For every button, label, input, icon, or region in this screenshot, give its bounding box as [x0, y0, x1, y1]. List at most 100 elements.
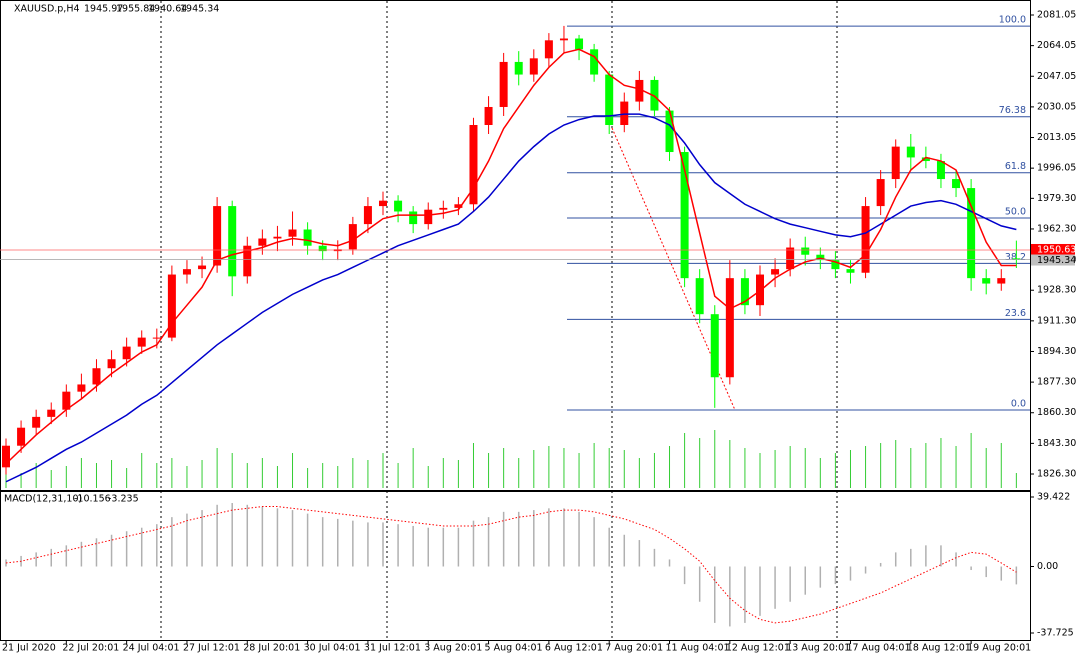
candle-body — [846, 269, 855, 273]
candle-body — [559, 38, 568, 41]
x-tick-label: 17 Aug 04:01 — [846, 643, 910, 654]
x-tick-label: 5 Aug 04:01 — [485, 643, 543, 654]
candle-body — [665, 110, 674, 153]
x-tick-label: 31 Jul 12:01 — [364, 643, 421, 654]
macd-main: -10.156 — [74, 494, 111, 505]
candle-body — [605, 74, 614, 125]
fib-label: 100.0 — [999, 15, 1026, 26]
candle-body — [484, 106, 493, 125]
header-open: 1945.97 — [84, 4, 123, 15]
candle-body — [997, 278, 1006, 284]
candle-body — [529, 58, 538, 75]
header-close: 1945.34 — [180, 4, 219, 15]
close-price-box — [1031, 254, 1075, 266]
candle-body — [982, 278, 991, 284]
candle-body — [952, 179, 961, 189]
x-tick-label: 27 Jul 12:01 — [183, 643, 240, 654]
fib-label: 23.6 — [1005, 308, 1026, 319]
candle-body — [816, 254, 825, 261]
candle-body — [786, 247, 795, 270]
symbol: XAUUSD.p,H4 — [14, 4, 80, 15]
price-pane — [0, 0, 1031, 491]
candle-body — [454, 204, 463, 208]
candle-body — [695, 278, 704, 315]
candle-body — [62, 391, 71, 410]
candle-body — [575, 38, 584, 50]
x-tick-label: 22 Jul 20:01 — [62, 643, 119, 654]
candle-body — [801, 247, 810, 255]
x-tick-label: 12 Aug 12:01 — [726, 643, 790, 654]
y-tick-label: 1877.30 — [1037, 377, 1076, 388]
macd-signal: -3.235 — [108, 494, 139, 505]
candle-body — [213, 206, 222, 266]
macd-tick-label: 39.422 — [1037, 492, 1070, 503]
x-tick-label: 11 Aug 04:01 — [666, 643, 730, 654]
candle-body — [167, 274, 176, 338]
candle-body — [514, 61, 523, 75]
y-tick-label: 2013.05 — [1037, 132, 1076, 143]
candle-body — [469, 124, 478, 205]
candle-body — [635, 79, 644, 102]
candle-body — [258, 238, 267, 246]
candle-body — [499, 61, 508, 107]
ma-slow-line — [5, 113, 1017, 483]
y-tick-label: 1843.30 — [1037, 438, 1076, 449]
x-tick-label: 7 Aug 20:01 — [605, 643, 663, 654]
last-price-box — [1031, 243, 1075, 255]
y-tick-label: 1962.30 — [1037, 223, 1076, 234]
candle-body — [288, 229, 297, 237]
x-tick-label: 6 Aug 12:01 — [545, 643, 603, 654]
candle-body — [891, 146, 900, 180]
candle-body — [228, 206, 237, 277]
header-high: 1955.84 — [116, 4, 155, 15]
candle-body — [921, 157, 930, 162]
candle-body — [650, 79, 659, 111]
candle-body — [394, 200, 403, 212]
candle-body — [318, 245, 327, 252]
candle-body — [710, 314, 719, 378]
header-low: 1940.64 — [148, 4, 187, 15]
candle-body — [861, 206, 870, 273]
x-tick-label: 18 Aug 12:01 — [907, 643, 971, 654]
candle-body — [379, 200, 387, 207]
macd-signal-line — [5, 506, 1017, 624]
candle-body — [725, 278, 734, 378]
y-tick-label: 2081.05 — [1037, 10, 1076, 21]
fib-label: 50.0 — [1005, 207, 1026, 218]
macd-label: MACD(12,31,10) — [4, 494, 82, 505]
candle-body — [182, 269, 191, 275]
candle-body — [122, 346, 131, 360]
y-tick-label: 2047.05 — [1037, 71, 1076, 82]
y-tick-label: 1894.30 — [1037, 346, 1076, 357]
last-price-label: 1950.63 — [1037, 244, 1076, 255]
x-tick-label: 21 Jul 2020 — [2, 643, 56, 654]
candle-body — [409, 211, 418, 225]
candle-body — [77, 384, 86, 392]
candle-body — [363, 206, 372, 225]
candle-body — [906, 146, 915, 158]
candle-body — [424, 209, 433, 225]
macd-tick-label: 0.00 — [1037, 561, 1058, 572]
macd-pane — [0, 491, 1031, 641]
fib-label: 76.38 — [999, 105, 1026, 116]
candle-body — [17, 427, 26, 446]
y-tick-label: 2030.05 — [1037, 101, 1076, 112]
fib-label: 0.0 — [1011, 399, 1026, 410]
candle-body — [32, 416, 41, 428]
candle-body — [771, 269, 780, 275]
y-tick-label: 1979.30 — [1037, 193, 1076, 204]
candle-body — [152, 337, 161, 339]
candle-body — [348, 224, 357, 250]
y-tick-label: 1996.05 — [1037, 163, 1076, 174]
candle-body — [439, 207, 448, 210]
candle-body — [590, 49, 599, 75]
candle-body — [47, 409, 56, 417]
candle-body — [2, 445, 10, 468]
candle-body — [1012, 258, 1021, 260]
x-tick-label: 28 Jul 20:01 — [243, 643, 300, 654]
candle-body — [107, 359, 116, 369]
candle-body — [740, 278, 749, 306]
candle-body — [831, 260, 840, 270]
